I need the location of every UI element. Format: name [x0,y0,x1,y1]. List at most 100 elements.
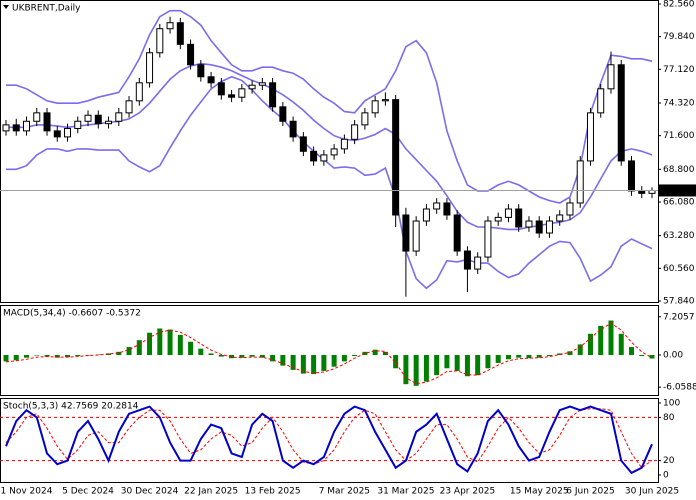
macd-bar [311,355,317,375]
candle-body [586,112,594,162]
macd-bar [434,355,440,376]
candle-body [187,43,195,66]
candle-body [269,82,277,108]
candle-body [484,220,492,258]
macd-bar [423,355,429,382]
candle-body [617,64,625,162]
macd-bar [587,333,593,356]
macd-bar [34,355,40,356]
x-tick-label: 15 May 2025 [510,487,569,497]
x-tick-label: 1 Nov 2024 [1,487,53,497]
candle-body [351,124,359,140]
macd-bar [300,355,306,374]
candle-body [597,88,605,114]
macd-bar [188,341,194,356]
macd-bar [505,355,511,360]
candle-body [576,160,584,204]
candle-body [197,64,205,78]
macd-bar [372,349,378,356]
macd-bar [54,355,60,358]
candle-body [535,220,543,234]
panel-title: UKBRENT,Daily [12,4,81,14]
macd-bar [136,340,142,356]
macd-bar [464,355,470,377]
candle-body [340,138,348,150]
candle-body [638,190,646,194]
candle-body [494,216,502,222]
macd-bar [403,355,409,385]
y-tick-label: 79.840 [663,32,695,42]
candle-body [627,160,635,192]
macd-bar [628,347,634,356]
candle-body [166,22,174,30]
candle-body [566,202,574,216]
candle-body [433,202,441,210]
panel-frame [0,305,659,396]
macd-bar [618,333,624,356]
candle-body [525,220,533,228]
macd-bar [65,355,71,358]
macd-bar [157,328,163,356]
candle-body [94,114,102,125]
macd-bar [208,353,214,356]
x-tick-label: 30 Dec 2024 [121,487,179,497]
macd-bar [147,332,153,356]
candle-body [607,64,615,90]
x-tick-label: 13 Feb 2025 [245,487,301,497]
candle-body [361,112,369,126]
macd-bar [352,355,358,357]
macd-bar [393,355,399,369]
candle-body [2,124,10,132]
candle-body [238,88,246,98]
candle-body [248,84,256,90]
y-tick-label: 77.120 [663,65,695,75]
macd-bar [362,351,368,356]
y-tick-label: 0 [663,471,669,481]
candle-body [504,208,512,218]
y-tick-label: 60.560 [663,264,695,274]
macd-bar [536,355,542,358]
x-tick-label: 5 Dec 2024 [62,487,114,497]
macd-bar [167,329,173,356]
candle-body [74,120,82,129]
macd-bar [413,355,419,386]
macd-bar [639,355,645,357]
stoch-signal [5,408,653,469]
y-tick-label: 0.00 [663,351,683,361]
macd-bar [546,355,552,357]
candle-body [392,99,400,216]
candle-body [443,202,451,216]
y-tick-label: 71.600 [663,131,695,141]
candle-body [23,120,31,132]
macd-bar [290,355,296,370]
candle-body [299,136,307,152]
band-lower [6,75,653,290]
x-tick-label: 7 Mar 2025 [319,487,370,497]
menu-triangle [3,5,9,9]
macd-bar [106,353,112,356]
candle-body [289,120,297,138]
macd-bar [249,355,255,357]
y-tick-label: 68.800 [663,165,695,175]
macd-bar [567,351,573,356]
band-upper [6,9,653,204]
candle-body [381,99,389,102]
candle-body [412,220,420,252]
macd-bar [13,355,19,361]
macd-bar [126,347,132,356]
candle-body [258,82,266,86]
x-tick-label: 31 Mar 2025 [377,487,434,497]
candle-body [320,154,328,162]
y-tick-label: 100 [663,398,680,408]
last-price-box [659,184,696,197]
x-tick-label: 6 Jun 2025 [566,487,614,497]
candle-body [135,82,143,102]
candle-body [474,256,482,270]
macd-bar [259,355,265,358]
x-tick-label: 30 Jun 2025 [625,487,679,497]
macd-bar [75,355,81,357]
y-tick-label: 7.2057 [663,312,695,322]
last-price-label: 67.041 [662,186,694,196]
macd-bar [44,355,50,357]
